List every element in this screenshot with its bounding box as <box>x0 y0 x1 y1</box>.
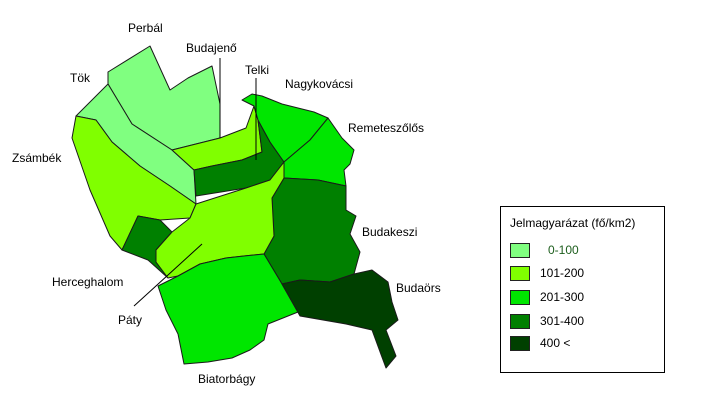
label-nagykovacsi: Nagykovácsi <box>285 77 353 91</box>
label-paty: Páty <box>118 313 142 327</box>
region-budaors[interactable] <box>281 269 399 369</box>
label-budaors: Budaörs <box>396 281 441 295</box>
legend-item-0-100: 0-100 <box>510 242 579 258</box>
legend-label: 201-300 <box>540 290 585 304</box>
legend-label: 0-100 <box>548 243 579 257</box>
legend-swatch <box>510 289 530 305</box>
legend-label: 101-200 <box>540 266 585 280</box>
label-budajeno: Budajenő <box>186 41 237 55</box>
label-remeteszolos: Remeteszőlős <box>348 121 424 135</box>
legend-item-201-300: 201-300 <box>510 289 584 305</box>
label-zsambek: Zsámbék <box>12 151 62 165</box>
legend: Jelmagyarázat (fő/km2) 0-100 101-200 201… <box>500 206 665 373</box>
leader-paty <box>133 243 203 307</box>
legend-item-400-plus: 400 < <box>510 335 570 351</box>
legend-item-301-400: 301-400 <box>510 313 584 329</box>
legend-title: Jelmagyarázat (fő/km2) <box>510 216 636 230</box>
label-biatorbagy: Biatorbágy <box>198 372 255 386</box>
label-budakeszi: Budakeszi <box>362 225 417 239</box>
legend-label: 400 < <box>540 336 571 350</box>
region-zsambek[interactable] <box>71 115 197 251</box>
legend-swatch <box>510 313 530 329</box>
label-herceghalom: Herceghalom <box>52 275 123 289</box>
label-tok: Tök <box>70 71 91 85</box>
label-perbal: Perbál <box>128 21 163 35</box>
region-budakeszi[interactable] <box>263 177 361 285</box>
legend-swatch <box>510 265 530 281</box>
legend-swatch <box>510 242 530 258</box>
legend-label: 301-400 <box>540 314 585 328</box>
legend-item-101-200: 101-200 <box>510 265 584 281</box>
region-biatorbagy[interactable] <box>157 253 299 365</box>
label-telki: Telki <box>245 63 269 77</box>
legend-swatch <box>510 335 530 351</box>
